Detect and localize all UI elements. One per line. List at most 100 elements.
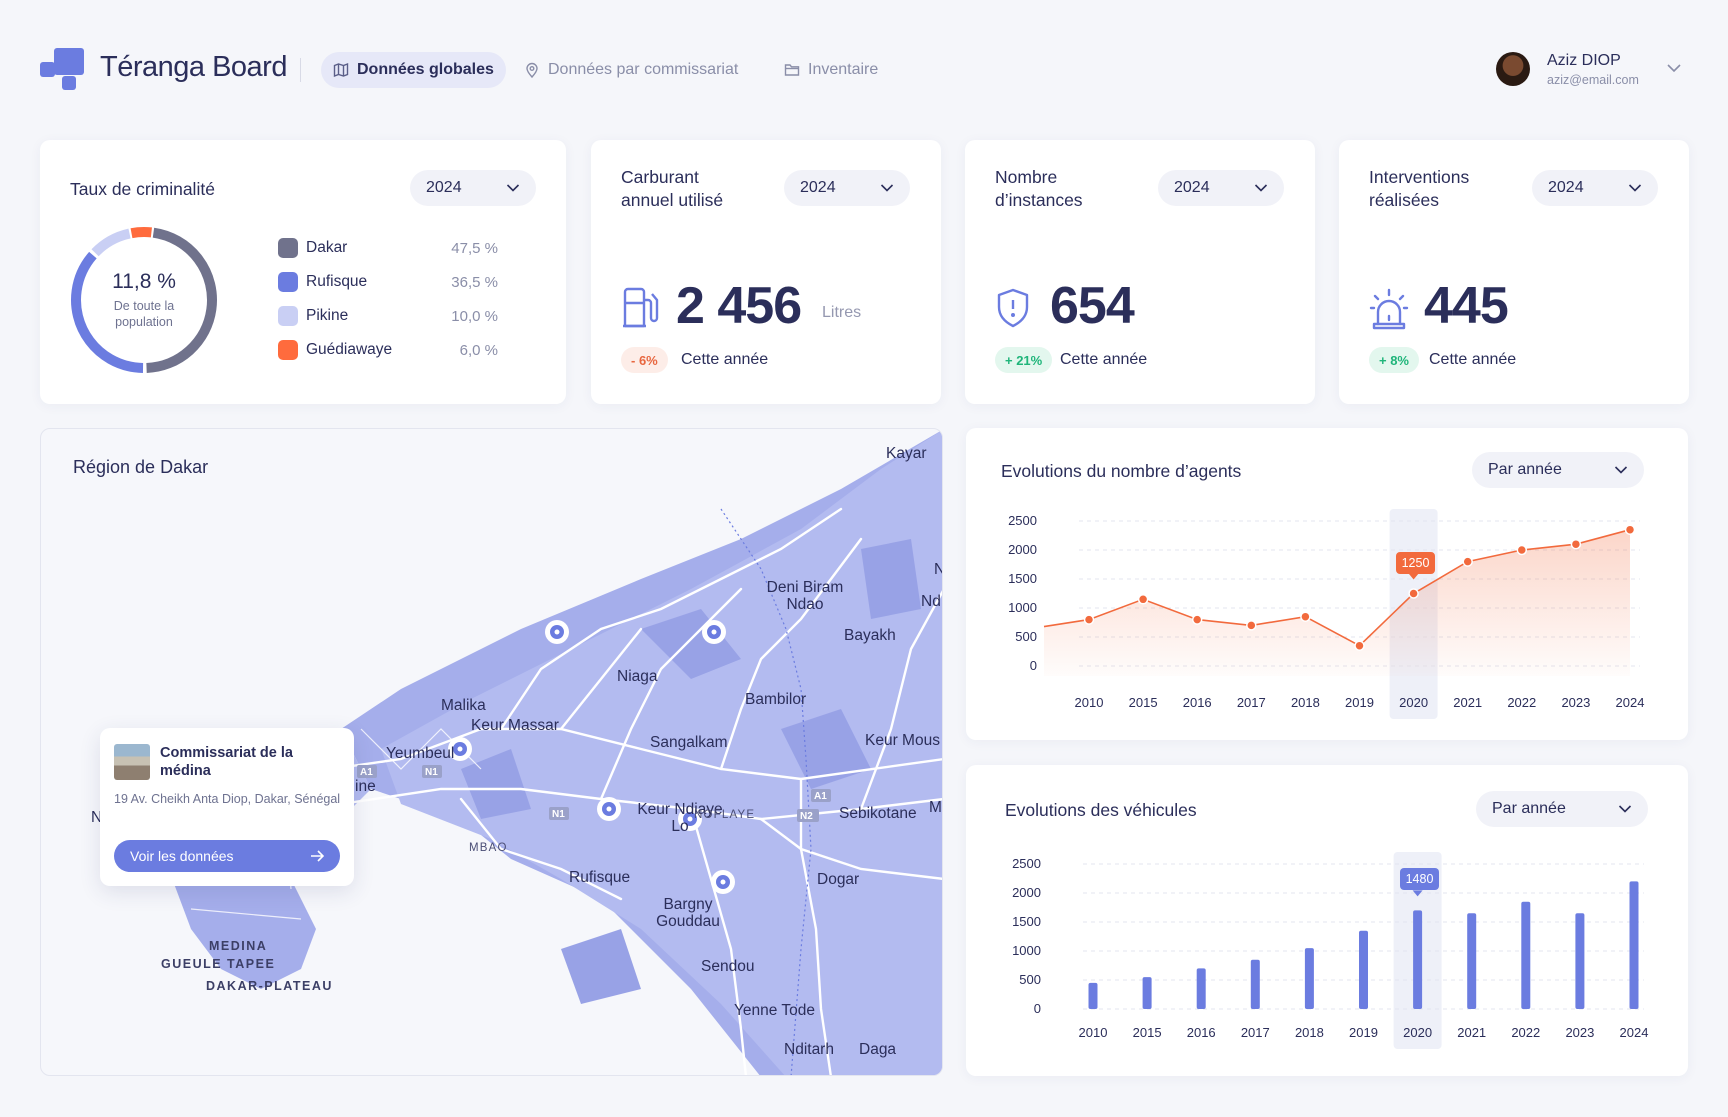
- place-label: Sangalkam: [650, 734, 728, 751]
- legend-value: 47,5 %: [451, 239, 498, 257]
- period-select-value: Par année: [1492, 800, 1566, 817]
- chevron-down-icon[interactable]: [1666, 62, 1682, 74]
- popup-title: Commissariat de la médina: [160, 745, 293, 779]
- x-tick-label: 2017: [1237, 695, 1266, 710]
- pin-icon: [526, 62, 538, 78]
- map-marker-keur-ndiaye: [597, 797, 621, 821]
- card-title: Carburant annuel utilisé: [621, 167, 724, 210]
- legend-name: Dakar: [306, 239, 348, 256]
- place-label: Bayakh: [844, 627, 896, 644]
- area-fill: [1044, 529, 1630, 676]
- legend-name: Guédiawaye: [306, 341, 393, 358]
- brand-name[interactable]: Téranga Board: [100, 51, 287, 83]
- legend-name: Rufisque: [306, 273, 368, 290]
- data-bar: [1629, 881, 1639, 1009]
- donut-center-value: 11,8 %: [112, 270, 176, 293]
- x-tick-label: 2024: [1620, 1025, 1649, 1040]
- place-label: Sendou: [701, 958, 755, 975]
- avatar[interactable]: [1496, 52, 1530, 86]
- nav-donnees-globales[interactable]: Données globales: [321, 52, 506, 88]
- legend-item-dakar: Dakar 47,5 %: [278, 238, 498, 258]
- place-label: DAKAR-PLATEAU: [206, 979, 333, 993]
- instances-kpi-card: Nombre d’instances 2024 654 + 21% Cette …: [965, 140, 1315, 404]
- x-tick-label: 2024: [1616, 695, 1645, 710]
- place-label: Yeumbeul: [386, 745, 455, 762]
- period-select-value: Par année: [1488, 461, 1562, 478]
- nav-label: Données par commissariat: [548, 61, 739, 78]
- road-label: A1: [360, 767, 373, 778]
- map-canvas[interactable]: A1 N1 N1 A1 N2: [41, 429, 943, 1076]
- y-tick-label: 0: [1034, 1001, 1041, 1016]
- x-tick-label: 2015: [1129, 695, 1158, 710]
- year-select[interactable]: 2024: [410, 170, 536, 206]
- shield-icon: [997, 288, 1029, 328]
- place-label: Keur Mous: [865, 732, 940, 749]
- nav-label: Données globales: [357, 61, 494, 78]
- y-tick-label: 2000: [1008, 542, 1037, 557]
- kpi-value: 654: [1050, 277, 1135, 335]
- year-select-value: 2024: [800, 179, 836, 196]
- y-tick-label: 500: [1015, 629, 1037, 644]
- place-label: MBAO: [469, 842, 508, 854]
- y-tick-label: 0: [1030, 658, 1037, 673]
- map-marker-keur-massar: [448, 737, 472, 761]
- kpi-value: 2 456: [676, 277, 802, 335]
- legend-item-guediawaye: Guédiawaye 6,0 %: [278, 340, 498, 360]
- chevron-down-icon: [1628, 184, 1642, 192]
- trend-badge: + 21%: [995, 347, 1053, 373]
- nav-donnees-commissariat[interactable]: Données par commissariat: [512, 52, 750, 88]
- teranga-logo-icon[interactable]: [40, 48, 84, 92]
- chevron-down-icon: [1614, 466, 1628, 474]
- period-select[interactable]: Par année: [1476, 791, 1648, 827]
- data-point: [1354, 640, 1365, 651]
- map-marker-sendou: [711, 870, 735, 894]
- year-select[interactable]: 2024: [784, 170, 910, 206]
- nav-inventaire[interactable]: Inventaire: [772, 52, 890, 88]
- x-tick-label: 2023: [1565, 1025, 1594, 1040]
- x-tick-label: 2020: [1403, 1025, 1432, 1040]
- legend-name: Pikine: [306, 307, 349, 324]
- data-point: [1246, 620, 1257, 631]
- view-data-button-label: Voir les données: [130, 848, 234, 864]
- fuel-kpi-card: Carburant annuel utilisé 2024 2 456 Litr…: [591, 140, 941, 404]
- place-label: Deni Biram Ndao: [766, 579, 844, 613]
- data-bar: [1142, 977, 1152, 1009]
- place-label: Nditarh: [784, 1041, 834, 1058]
- commissariat-popup: Commissariat de la médina 19 Av. Cheikh …: [100, 728, 354, 886]
- year-select[interactable]: 2024: [1532, 170, 1658, 206]
- y-tick-label: 2500: [1008, 513, 1037, 528]
- series-line: [1043, 528, 1631, 647]
- dakar-region-map[interactable]: A1 N1 N1 A1 N2 Région de Dakar Kayar Den…: [40, 428, 943, 1076]
- x-tick-label: 2010: [1075, 695, 1104, 710]
- place-label: Dogar: [817, 871, 860, 888]
- year-select[interactable]: 2024: [1158, 170, 1284, 206]
- crime-donut-chart: [71, 227, 217, 373]
- place-label: Rufisque: [569, 869, 631, 886]
- x-tick-label: 2010: [1079, 1025, 1108, 1040]
- view-data-button[interactable]: Voir les données: [114, 840, 340, 872]
- chevron-down-icon: [880, 184, 894, 192]
- legend-swatch: [278, 306, 298, 326]
- card-title: Taux de criminalité: [70, 179, 215, 199]
- map-marker-bayakh: [702, 620, 726, 644]
- card-title: Evolutions des véhicules: [1005, 800, 1197, 820]
- data-bar: [1575, 913, 1585, 1009]
- data-bar: [1304, 948, 1314, 1009]
- x-tick-label: 2016: [1187, 1025, 1216, 1040]
- x-tick-label: 2021: [1453, 695, 1482, 710]
- x-tick-label: 2015: [1133, 1025, 1162, 1040]
- road-label: A1: [814, 791, 827, 802]
- road-label: N2: [800, 811, 813, 822]
- header-divider: [300, 58, 301, 82]
- period-select[interactable]: Par année: [1472, 452, 1644, 488]
- x-tick-label: 2017: [1241, 1025, 1270, 1040]
- card-title: Evolutions du nombre d’agents: [1001, 461, 1242, 481]
- agents-area-chart: 0 500 1000 1500 2000 2500 2010 2015 2016 2017 2018…: [1008, 509, 1645, 719]
- data-point: [1516, 544, 1528, 556]
- donut-segment-rufisque: [71, 227, 217, 373]
- x-tick-label: 2018: [1295, 1025, 1324, 1040]
- place-label: NOFLAYE: [694, 809, 756, 821]
- card-title: Interventions réalisées: [1369, 167, 1470, 210]
- legend-value: 36,5 %: [451, 273, 498, 291]
- data-point: [1462, 556, 1473, 567]
